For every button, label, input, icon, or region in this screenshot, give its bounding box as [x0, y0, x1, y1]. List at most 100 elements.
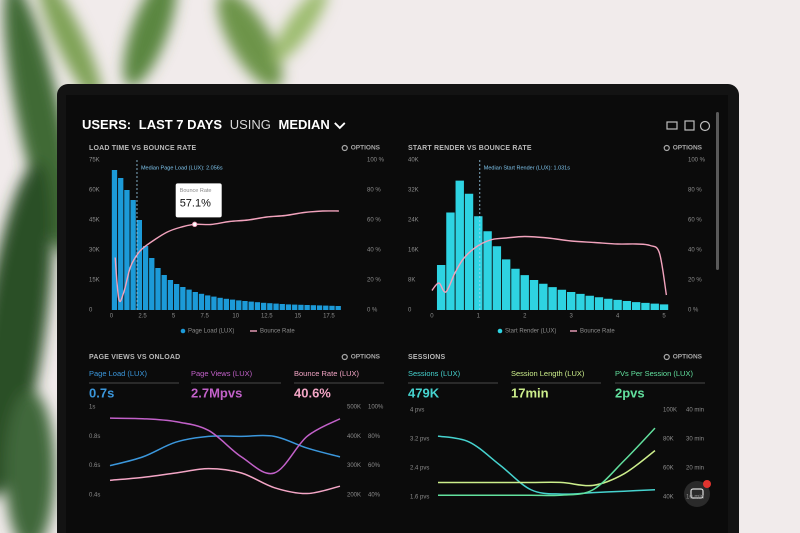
histogram-bar: [501, 259, 511, 310]
x-tick-label: 17.5: [323, 314, 335, 320]
histogram-bar: [566, 292, 576, 310]
y-tick-label: 3.2 pvs: [410, 437, 429, 443]
histogram-bar: [211, 296, 217, 310]
series-line: [109, 434, 341, 467]
y2-tick-label: 40K: [663, 495, 674, 501]
x-tick-label: 5: [662, 314, 666, 320]
y3-tick-label: 10 min: [686, 495, 704, 501]
y-tick-label: 1s: [89, 405, 95, 411]
y2-tick-label: 20 %: [367, 278, 381, 284]
histogram-bar: [118, 178, 124, 310]
panel-title: START RENDER VS BOUNCE RATE: [408, 145, 532, 152]
stat-label: Bounce Rate (LUX): [294, 369, 360, 378]
chat-button[interactable]: [684, 480, 711, 507]
options-button[interactable]: OPTIONS: [673, 145, 703, 152]
histogram-bar: [548, 287, 557, 310]
dropdown-chevron[interactable]: [334, 122, 346, 130]
y-tick-label: 60K: [89, 188, 100, 194]
options-button[interactable]: OPTIONS: [351, 145, 381, 152]
y2-tick-label: 0 %: [367, 308, 378, 314]
histogram-bar: [217, 297, 223, 310]
y2-tick-label: 40 %: [688, 248, 702, 254]
monitor-icon[interactable]: [666, 121, 678, 130]
options-button[interactable]: OPTIONS: [351, 354, 381, 361]
y-tick-label: 0: [89, 308, 93, 314]
histogram-bar: [304, 305, 310, 310]
histogram-bar: [474, 216, 483, 310]
stat-value: 17min: [511, 385, 549, 400]
histogram-bar: [124, 190, 130, 310]
panel: PAGE VIEWS VS ONLOAD OPTIONS 1s 0.8s 0.6s 0.4…: [89, 354, 384, 499]
stat-value: 479K: [408, 385, 440, 400]
screen: [66, 95, 728, 533]
x-tick-label: 3: [570, 314, 574, 320]
y-tick-label: 24K: [408, 218, 419, 224]
histogram-bar: [483, 231, 492, 310]
y3-tick-label: 20 min: [686, 466, 704, 472]
y-tick-label: 30K: [89, 248, 100, 254]
y3-tick-label: 40 min: [686, 408, 704, 414]
y2-tick-label: 80 %: [688, 188, 702, 194]
median-label: Median Page Load (LUX): 2.056s: [141, 165, 223, 171]
y2-tick-label: 100 %: [367, 158, 385, 164]
histogram-bar: [446, 212, 455, 310]
histogram-bar: [198, 293, 205, 310]
legend-swatch: [180, 328, 186, 334]
histogram-bar: [641, 302, 650, 310]
histogram-bar: [180, 287, 186, 310]
histogram-bar: [279, 304, 285, 310]
help-icon[interactable]: [699, 120, 711, 132]
options-gear[interactable]: [341, 144, 348, 152]
y-tick-label: 0.8s: [89, 434, 100, 440]
histogram-bar: [511, 268, 520, 310]
y2-tick-label: 200K: [347, 493, 361, 499]
scrollbar[interactable]: [716, 112, 719, 270]
y3-tick-label: 80%: [368, 434, 381, 440]
options-gear[interactable]: [663, 144, 670, 152]
options-gear[interactable]: [341, 353, 348, 361]
y-tick-label: 32K: [408, 188, 419, 194]
title-part: USING: [230, 117, 271, 132]
histogram-bar: [492, 246, 502, 310]
histogram-bar: [205, 295, 211, 310]
y-tick-label: 4 pvs: [410, 408, 424, 414]
histogram-bar: [192, 292, 198, 310]
y2-tick-label: 40 %: [367, 248, 381, 254]
histogram-bar: [285, 304, 292, 310]
stat-label: PVs Per Session (LUX): [615, 369, 693, 378]
x-tick-label: 12.5: [261, 314, 273, 320]
y-tick-label: 16K: [408, 248, 419, 254]
histogram-bar: [167, 280, 174, 310]
x-tick-label: 10: [232, 314, 239, 320]
options-gear[interactable]: [663, 353, 670, 361]
tooltip-title: Bounce Rate: [180, 188, 212, 194]
histogram-bar: [273, 303, 279, 310]
series-line: [438, 449, 656, 487]
panel-title: PAGE VIEWS VS ONLOAD: [89, 354, 180, 361]
y3-tick-label: 30 min: [686, 437, 704, 443]
histogram-bar: [242, 301, 248, 310]
y2-tick-label: 60 %: [367, 218, 381, 224]
y-tick-label: 1.6 pvs: [410, 495, 429, 501]
image-icon[interactable]: [684, 120, 695, 131]
options-button[interactable]: OPTIONS: [673, 354, 703, 361]
legend-label: Page Load (LUX): [188, 329, 234, 335]
histogram-bar: [539, 283, 548, 310]
dashboard-title[interactable]: USERS: LAST 7 DAYS USING MEDIAN: [82, 117, 330, 132]
y2-tick-label: 500K: [347, 405, 361, 411]
stat-value: 40.6%: [294, 385, 331, 400]
histogram-bar: [310, 305, 316, 310]
histogram-bar: [631, 302, 641, 310]
bounce-rate-line: [114, 210, 339, 303]
y2-tick-label: 80 %: [367, 188, 381, 194]
histogram-bar: [161, 275, 167, 310]
stat-value: 2pvs: [615, 385, 645, 400]
bounce-rate-line: [431, 235, 668, 296]
histogram-bar: [659, 304, 669, 310]
histogram-bar: [186, 289, 192, 310]
histogram-bar: [576, 293, 585, 310]
histogram-bar: [298, 304, 304, 310]
x-tick-label: 2.5: [138, 314, 147, 320]
y2-tick-label: 20 %: [688, 278, 702, 284]
stat-label: Page Load (LUX): [89, 369, 147, 378]
